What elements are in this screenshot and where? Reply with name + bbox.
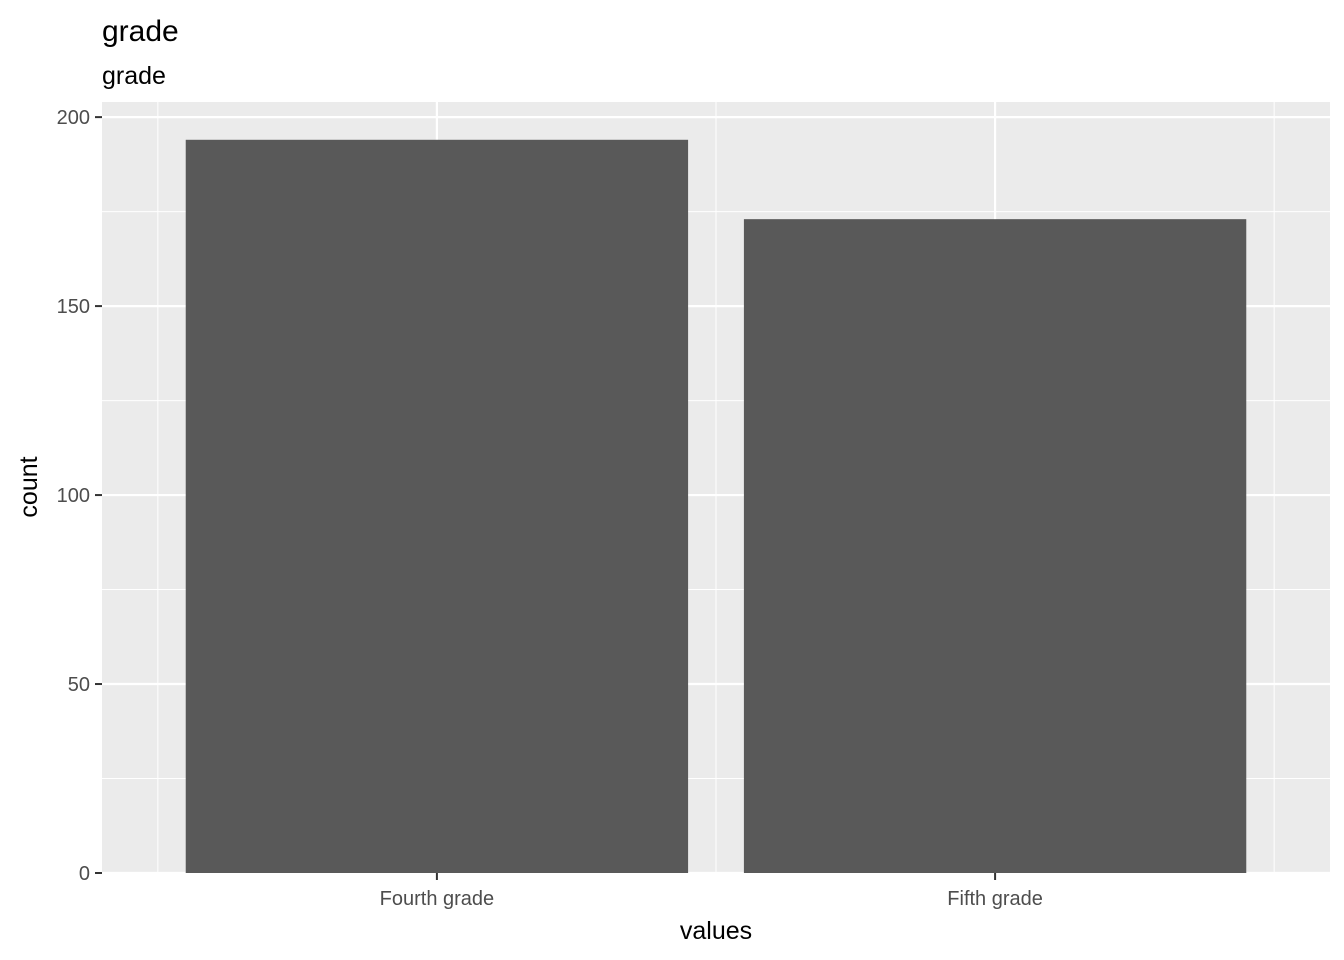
y-axis: 0 50 100 150 200 xyxy=(57,107,102,885)
y-tick-label: 100 xyxy=(57,485,90,507)
chart-subtitle: grade xyxy=(102,62,166,90)
y-tick-label: 200 xyxy=(57,107,90,129)
y-tick-label: 50 xyxy=(68,674,90,696)
y-tick-label: 150 xyxy=(57,296,90,318)
x-axis: Fourth grade Fifth grade xyxy=(380,873,1043,910)
chart-title: grade xyxy=(102,15,179,48)
x-tick-label: Fifth grade xyxy=(947,888,1043,910)
y-axis-title: count xyxy=(15,456,43,517)
y-tick-label: 0 xyxy=(79,863,90,885)
bar-fifth-grade xyxy=(743,219,1247,874)
bars xyxy=(185,139,1247,874)
x-axis-title: values xyxy=(680,917,752,945)
x-tick-label: Fourth grade xyxy=(380,888,495,910)
bar-fourth-grade xyxy=(185,139,689,873)
